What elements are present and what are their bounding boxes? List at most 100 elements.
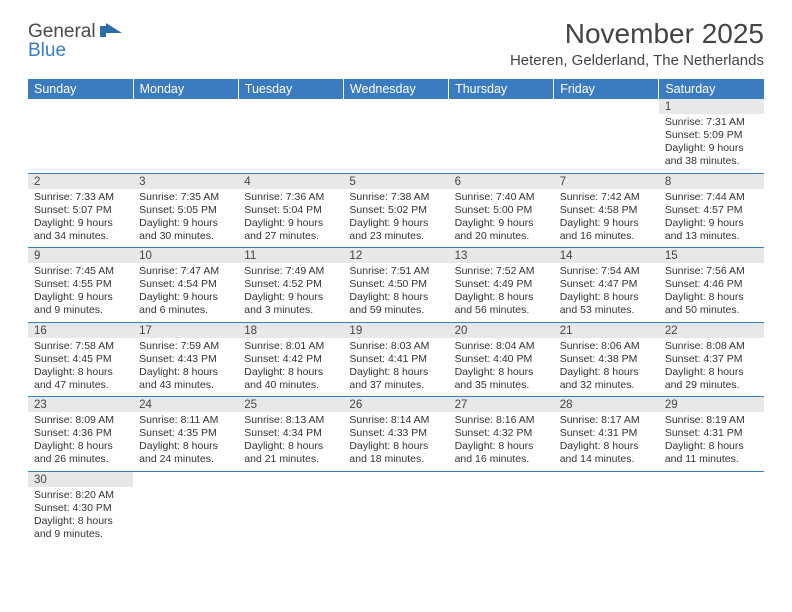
sunset-text: Sunset: 5:07 PM [34, 204, 127, 217]
day-number: 16 [28, 323, 133, 338]
sunrise-text: Sunrise: 7:33 AM [34, 191, 127, 204]
sunset-text: Sunset: 4:33 PM [349, 427, 442, 440]
sunrise-text: Sunrise: 8:14 AM [349, 414, 442, 427]
day-number: 27 [449, 397, 554, 412]
logo-text-wrap: General Blue [28, 22, 122, 60]
day-cell: 12Sunrise: 7:51 AMSunset: 4:50 PMDayligh… [343, 248, 448, 323]
daylight-text: Daylight: 8 hours and 14 minutes. [560, 440, 653, 466]
sunrise-text: Sunrise: 8:06 AM [560, 340, 653, 353]
day-body: Sunrise: 8:11 AMSunset: 4:35 PMDaylight:… [133, 412, 238, 471]
daylight-text: Daylight: 9 hours and 13 minutes. [665, 217, 758, 243]
day-cell: 30Sunrise: 8:20 AMSunset: 4:30 PMDayligh… [28, 471, 133, 545]
day-header-row: SundayMondayTuesdayWednesdayThursdayFrid… [28, 79, 764, 99]
sunrise-text: Sunrise: 7:58 AM [34, 340, 127, 353]
calendar-table: SundayMondayTuesdayWednesdayThursdayFrid… [28, 79, 764, 545]
sunset-text: Sunset: 4:55 PM [34, 278, 127, 291]
day-cell: 27Sunrise: 8:16 AMSunset: 4:32 PMDayligh… [449, 397, 554, 472]
calendar-body: 1Sunrise: 7:31 AMSunset: 5:09 PMDaylight… [28, 99, 764, 545]
location-text: Heteren, Gelderland, The Netherlands [510, 52, 764, 69]
day-cell [133, 99, 238, 173]
day-cell: 11Sunrise: 7:49 AMSunset: 4:52 PMDayligh… [238, 248, 343, 323]
sunset-text: Sunset: 4:42 PM [244, 353, 337, 366]
sunset-text: Sunset: 4:50 PM [349, 278, 442, 291]
logo: General Blue [28, 22, 122, 60]
day-number: 7 [554, 174, 659, 189]
day-cell: 7Sunrise: 7:42 AMSunset: 4:58 PMDaylight… [554, 173, 659, 248]
day-number: 13 [449, 248, 554, 263]
day-number: 18 [238, 323, 343, 338]
day-cell [28, 99, 133, 173]
day-body: Sunrise: 8:20 AMSunset: 4:30 PMDaylight:… [28, 487, 133, 546]
day-body: Sunrise: 8:13 AMSunset: 4:34 PMDaylight:… [238, 412, 343, 471]
day-number: 30 [28, 472, 133, 487]
day-cell: 15Sunrise: 7:56 AMSunset: 4:46 PMDayligh… [659, 248, 764, 323]
day-cell: 1Sunrise: 7:31 AMSunset: 5:09 PMDaylight… [659, 99, 764, 173]
day-cell: 5Sunrise: 7:38 AMSunset: 5:02 PMDaylight… [343, 173, 448, 248]
sunrise-text: Sunrise: 8:16 AM [455, 414, 548, 427]
daylight-text: Daylight: 8 hours and 26 minutes. [34, 440, 127, 466]
daylight-text: Daylight: 8 hours and 53 minutes. [560, 291, 653, 317]
daylight-text: Daylight: 9 hours and 9 minutes. [34, 291, 127, 317]
day-cell: 13Sunrise: 7:52 AMSunset: 4:49 PMDayligh… [449, 248, 554, 323]
sunset-text: Sunset: 4:57 PM [665, 204, 758, 217]
daylight-text: Daylight: 9 hours and 3 minutes. [244, 291, 337, 317]
sunrise-text: Sunrise: 8:19 AM [665, 414, 758, 427]
page-title: November 2025 [510, 18, 764, 50]
day-cell: 26Sunrise: 8:14 AMSunset: 4:33 PMDayligh… [343, 397, 448, 472]
day-cell: 16Sunrise: 7:58 AMSunset: 4:45 PMDayligh… [28, 322, 133, 397]
daylight-text: Daylight: 8 hours and 32 minutes. [560, 366, 653, 392]
sunset-text: Sunset: 4:46 PM [665, 278, 758, 291]
title-block: November 2025 Heteren, Gelderland, The N… [510, 18, 764, 73]
day-body: Sunrise: 7:58 AMSunset: 4:45 PMDaylight:… [28, 338, 133, 397]
day-cell: 24Sunrise: 8:11 AMSunset: 4:35 PMDayligh… [133, 397, 238, 472]
day-cell [659, 471, 764, 545]
daylight-text: Daylight: 8 hours and 21 minutes. [244, 440, 337, 466]
day-body: Sunrise: 7:51 AMSunset: 4:50 PMDaylight:… [343, 263, 448, 322]
day-body: Sunrise: 8:01 AMSunset: 4:42 PMDaylight:… [238, 338, 343, 397]
sunrise-text: Sunrise: 7:35 AM [139, 191, 232, 204]
day-cell: 21Sunrise: 8:06 AMSunset: 4:38 PMDayligh… [554, 322, 659, 397]
sunset-text: Sunset: 4:40 PM [455, 353, 548, 366]
daylight-text: Daylight: 8 hours and 16 minutes. [455, 440, 548, 466]
sunset-text: Sunset: 4:58 PM [560, 204, 653, 217]
day-number: 3 [133, 174, 238, 189]
sunset-text: Sunset: 5:04 PM [244, 204, 337, 217]
sunset-text: Sunset: 4:34 PM [244, 427, 337, 440]
day-body: Sunrise: 8:16 AMSunset: 4:32 PMDaylight:… [449, 412, 554, 471]
day-body: Sunrise: 7:36 AMSunset: 5:04 PMDaylight:… [238, 189, 343, 248]
sunset-text: Sunset: 4:52 PM [244, 278, 337, 291]
day-body: Sunrise: 7:38 AMSunset: 5:02 PMDaylight:… [343, 189, 448, 248]
sunrise-text: Sunrise: 8:08 AM [665, 340, 758, 353]
daylight-text: Daylight: 8 hours and 9 minutes. [34, 515, 127, 541]
day-cell: 29Sunrise: 8:19 AMSunset: 4:31 PMDayligh… [659, 397, 764, 472]
day-cell: 3Sunrise: 7:35 AMSunset: 5:05 PMDaylight… [133, 173, 238, 248]
day-body: Sunrise: 8:14 AMSunset: 4:33 PMDaylight:… [343, 412, 448, 471]
day-cell: 14Sunrise: 7:54 AMSunset: 4:47 PMDayligh… [554, 248, 659, 323]
sunset-text: Sunset: 4:36 PM [34, 427, 127, 440]
daylight-text: Daylight: 9 hours and 6 minutes. [139, 291, 232, 317]
sunset-text: Sunset: 5:02 PM [349, 204, 442, 217]
day-header: Friday [554, 79, 659, 99]
sunrise-text: Sunrise: 7:49 AM [244, 265, 337, 278]
day-number: 10 [133, 248, 238, 263]
day-body: Sunrise: 8:09 AMSunset: 4:36 PMDaylight:… [28, 412, 133, 471]
day-number: 5 [343, 174, 448, 189]
day-body: Sunrise: 7:35 AMSunset: 5:05 PMDaylight:… [133, 189, 238, 248]
day-number: 25 [238, 397, 343, 412]
logo-flag-icon [100, 21, 122, 42]
sunset-text: Sunset: 4:38 PM [560, 353, 653, 366]
day-number: 14 [554, 248, 659, 263]
sunset-text: Sunset: 4:43 PM [139, 353, 232, 366]
day-number: 1 [659, 99, 764, 114]
daylight-text: Daylight: 9 hours and 34 minutes. [34, 217, 127, 243]
day-body: Sunrise: 8:03 AMSunset: 4:41 PMDaylight:… [343, 338, 448, 397]
sunrise-text: Sunrise: 7:40 AM [455, 191, 548, 204]
day-body: Sunrise: 7:49 AMSunset: 4:52 PMDaylight:… [238, 263, 343, 322]
day-number: 20 [449, 323, 554, 338]
day-body: Sunrise: 7:33 AMSunset: 5:07 PMDaylight:… [28, 189, 133, 248]
daylight-text: Daylight: 8 hours and 11 minutes. [665, 440, 758, 466]
day-number: 23 [28, 397, 133, 412]
sunset-text: Sunset: 4:31 PM [560, 427, 653, 440]
day-number: 19 [343, 323, 448, 338]
day-number: 4 [238, 174, 343, 189]
